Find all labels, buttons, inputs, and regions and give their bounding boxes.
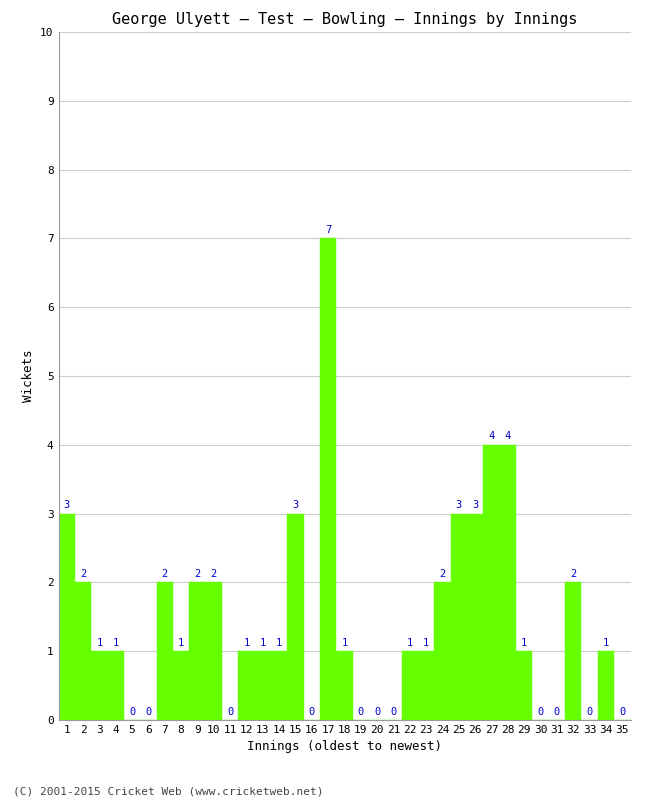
Text: 0: 0 [227,706,233,717]
Text: 0: 0 [129,706,135,717]
Text: 1: 1 [423,638,430,648]
Bar [565,582,582,720]
Bar [173,651,189,720]
Bar [271,651,287,720]
Bar [320,238,336,720]
Bar [516,651,532,720]
Text: 1: 1 [603,638,609,648]
Text: 1: 1 [112,638,119,648]
Text: 7: 7 [325,225,332,235]
Text: 0: 0 [554,706,560,717]
Bar [402,651,418,720]
Bar [107,651,124,720]
Text: 0: 0 [374,706,380,717]
Bar [287,514,304,720]
Text: 0: 0 [391,706,396,717]
Text: 0: 0 [586,706,593,717]
Bar [58,514,75,720]
Text: 2: 2 [194,569,201,579]
Bar [450,514,467,720]
Bar [336,651,353,720]
Text: 4: 4 [488,431,495,442]
Text: 3: 3 [292,500,298,510]
Text: 4: 4 [505,431,511,442]
Bar [205,582,222,720]
Text: 2: 2 [570,569,577,579]
Text: 1: 1 [521,638,527,648]
Text: 0: 0 [358,706,364,717]
Text: 1: 1 [276,638,282,648]
Text: 0: 0 [619,706,625,717]
Bar [75,582,91,720]
Bar [467,514,484,720]
Text: (C) 2001-2015 Cricket Web (www.cricketweb.net): (C) 2001-2015 Cricket Web (www.cricketwe… [13,786,324,796]
X-axis label: Innings (oldest to newest): Innings (oldest to newest) [247,741,442,754]
Text: 2: 2 [80,569,86,579]
Bar [91,651,107,720]
Text: 2: 2 [162,569,168,579]
Text: 0: 0 [145,706,151,717]
Text: 3: 3 [64,500,70,510]
Text: 1: 1 [243,638,250,648]
Bar [189,582,205,720]
Bar [434,582,450,720]
Bar [255,651,271,720]
Bar [598,651,614,720]
Bar [418,651,434,720]
Text: 1: 1 [96,638,103,648]
Text: 1: 1 [407,638,413,648]
Y-axis label: Wickets: Wickets [21,350,34,402]
Text: 3: 3 [472,500,478,510]
Text: 2: 2 [211,569,217,579]
Bar [484,445,500,720]
Text: 1: 1 [178,638,184,648]
Bar [157,582,173,720]
Title: George Ulyett – Test – Bowling – Innings by Innings: George Ulyett – Test – Bowling – Innings… [112,12,577,26]
Text: 0: 0 [538,706,544,717]
Text: 0: 0 [309,706,315,717]
Text: 3: 3 [456,500,462,510]
Text: 1: 1 [259,638,266,648]
Bar [500,445,516,720]
Text: 1: 1 [341,638,348,648]
Text: 2: 2 [439,569,446,579]
Bar [239,651,255,720]
